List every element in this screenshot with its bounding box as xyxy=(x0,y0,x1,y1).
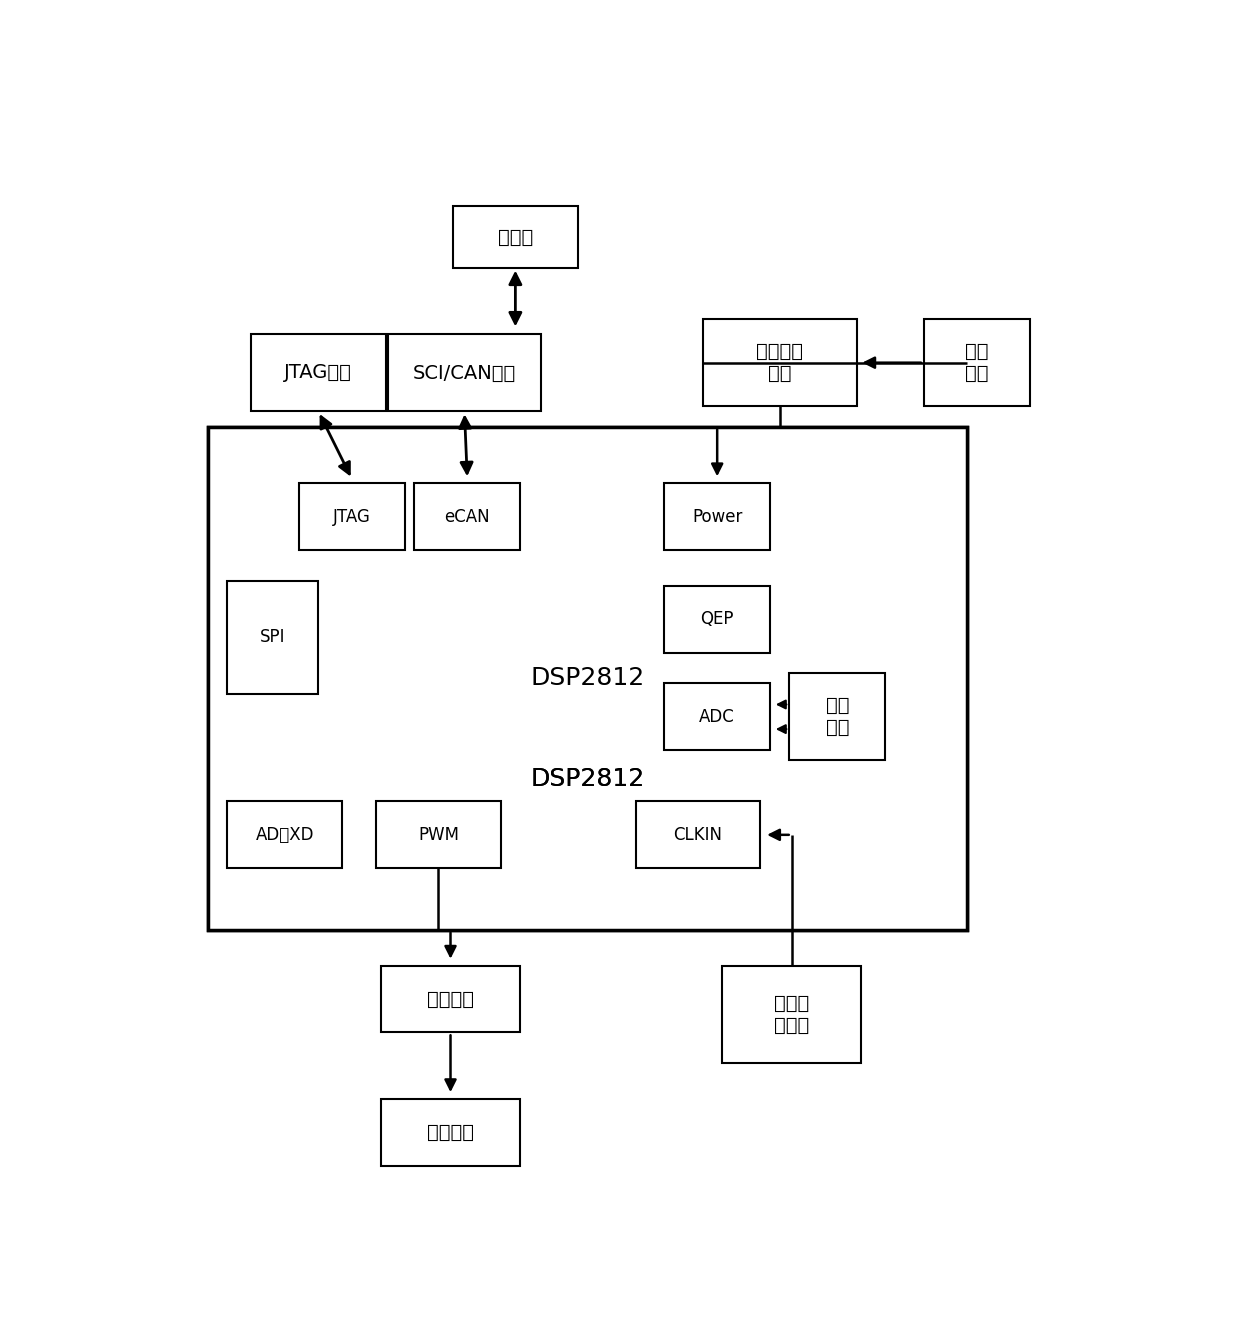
Text: 上位机: 上位机 xyxy=(497,228,533,247)
Bar xyxy=(381,965,521,1032)
Text: JTAG仿真: JTAG仿真 xyxy=(284,364,352,383)
Bar xyxy=(789,673,885,760)
Bar xyxy=(208,427,967,930)
Bar xyxy=(722,965,862,1064)
Bar xyxy=(250,335,386,412)
Bar xyxy=(381,1100,521,1166)
Text: Power: Power xyxy=(692,508,743,525)
Text: 时钟复
位电路: 时钟复 位电路 xyxy=(774,994,810,1034)
Bar xyxy=(208,427,967,930)
Text: 指令输出: 指令输出 xyxy=(427,1122,474,1142)
Text: SCI/CAN通信: SCI/CAN通信 xyxy=(413,364,516,383)
Bar xyxy=(376,801,501,868)
Text: AD、XD: AD、XD xyxy=(255,826,314,844)
Text: ADC: ADC xyxy=(699,708,735,725)
Text: CLKIN: CLKIN xyxy=(673,826,723,844)
Text: QEP: QEP xyxy=(701,611,734,628)
Bar xyxy=(414,484,521,551)
Text: 电平转换: 电平转换 xyxy=(427,989,474,1009)
Text: 电源
输入: 电源 输入 xyxy=(965,343,988,383)
Bar xyxy=(299,484,404,551)
Text: eCAN: eCAN xyxy=(444,508,490,525)
Bar xyxy=(665,684,770,750)
Text: SPI: SPI xyxy=(260,628,285,647)
Text: 电源处理
模块: 电源处理 模块 xyxy=(756,343,804,383)
Text: PWM: PWM xyxy=(418,826,459,844)
Bar xyxy=(227,581,319,693)
Text: JTAG: JTAG xyxy=(334,508,371,525)
Bar xyxy=(388,335,542,412)
Text: DSP2812: DSP2812 xyxy=(531,766,645,790)
Bar xyxy=(665,484,770,551)
Bar xyxy=(227,801,342,868)
Bar xyxy=(703,319,857,407)
Bar xyxy=(665,587,770,653)
Text: DSP2812: DSP2812 xyxy=(531,666,645,690)
Text: 遥测
信号: 遥测 信号 xyxy=(826,696,849,737)
Bar xyxy=(924,319,1029,407)
Text: DSP2812: DSP2812 xyxy=(531,766,645,790)
Bar xyxy=(635,801,760,868)
Bar xyxy=(453,207,578,268)
